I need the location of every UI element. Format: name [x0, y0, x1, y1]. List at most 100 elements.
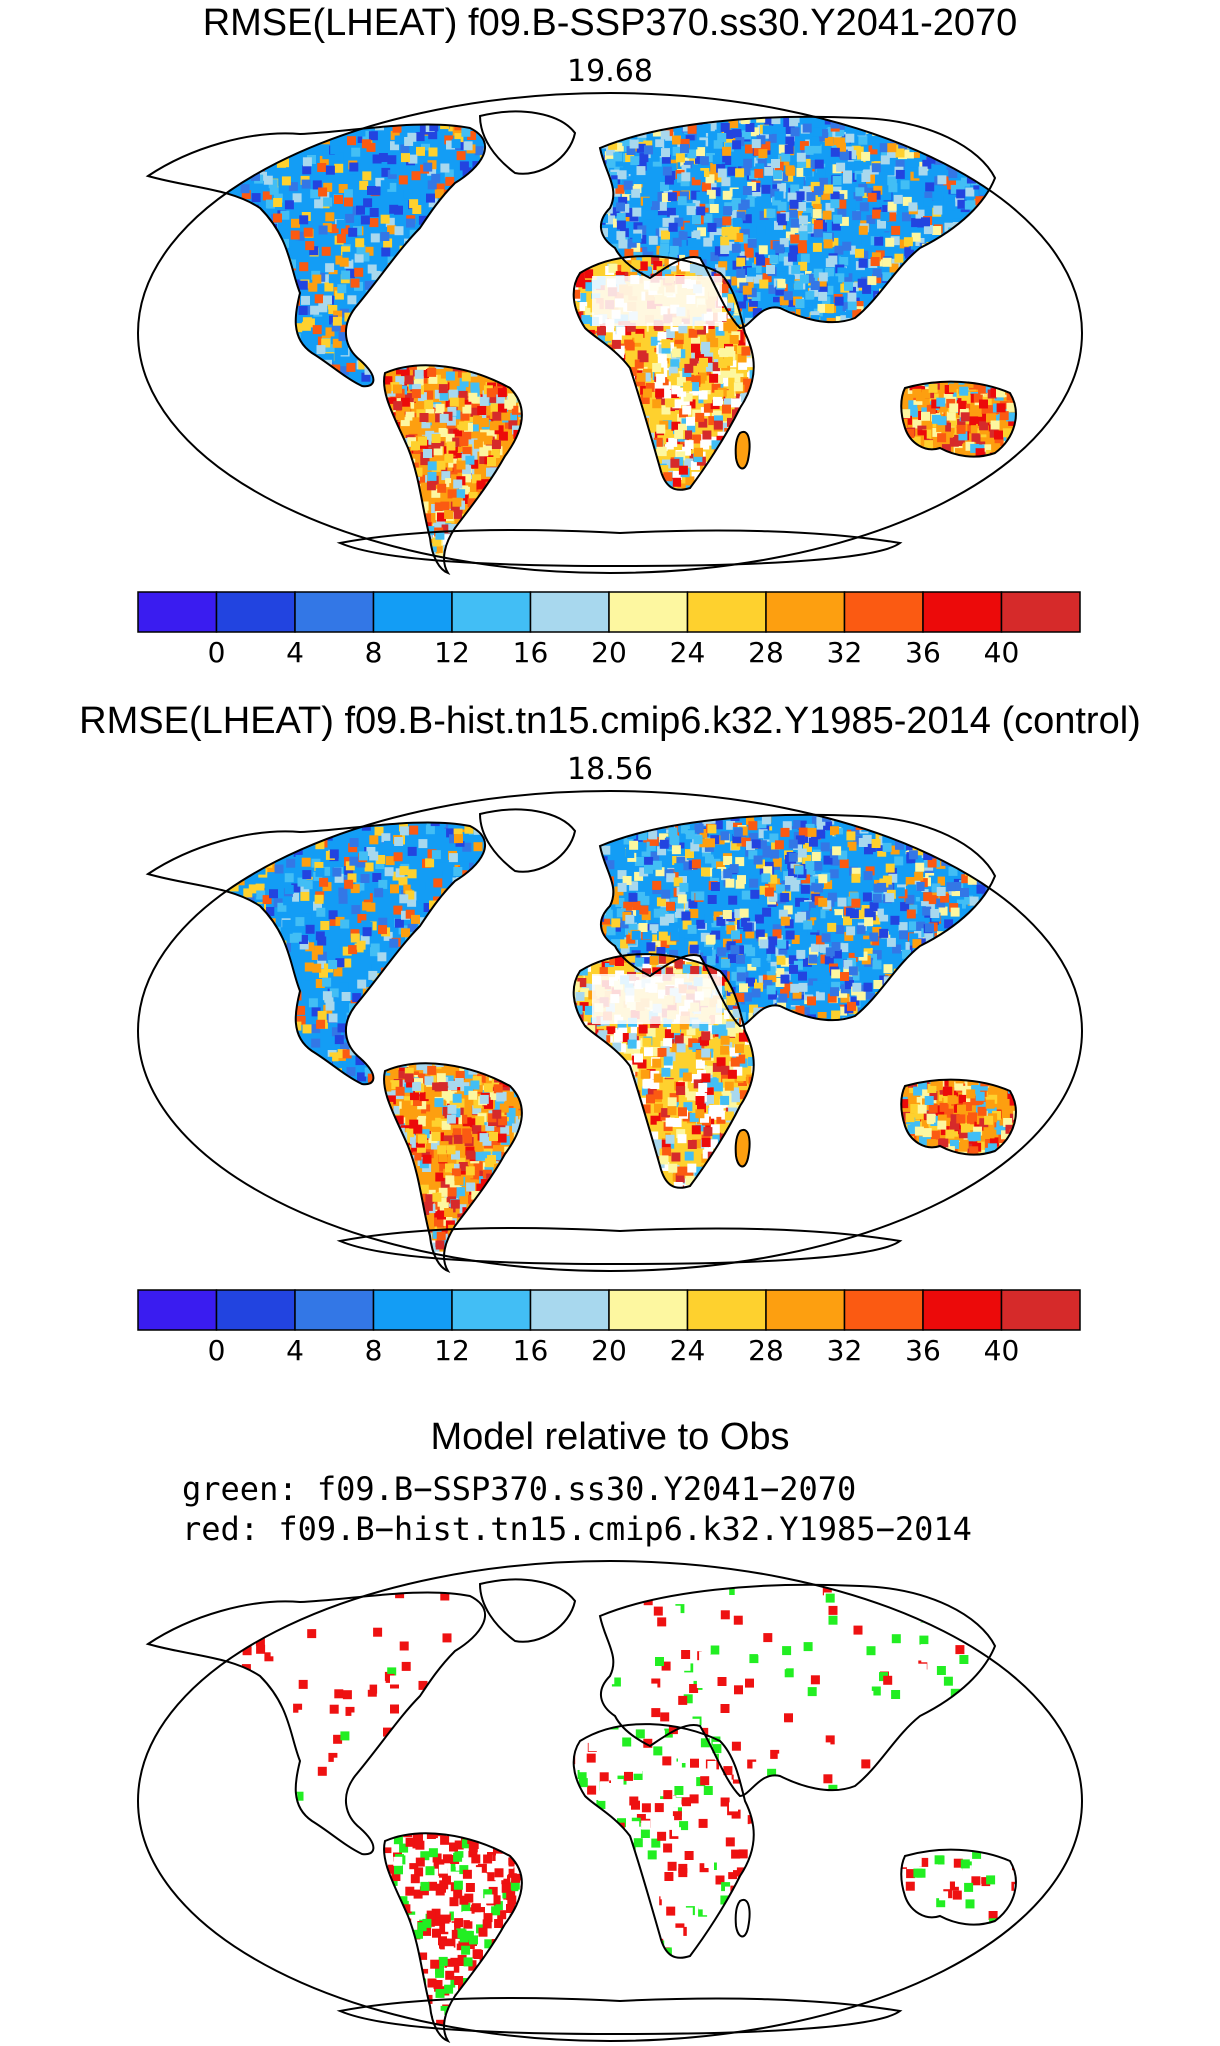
- field-australia: [901, 1849, 1016, 1925]
- coast-greenland: [478, 1578, 577, 1643]
- colorbar-swatch: [451, 1289, 532, 1331]
- colorbar-swatch: [294, 1289, 375, 1331]
- colorbar-tick-label: 20: [591, 636, 627, 669]
- colorbar-tick-label: 8: [365, 636, 383, 669]
- colorbar-tick-label: 28: [748, 636, 784, 669]
- panel-1-map: [137, 92, 1083, 575]
- colorbar-swatch: [372, 1289, 453, 1331]
- colorbar-tick-label: 8: [365, 1334, 383, 1367]
- coast-australia: [900, 380, 1017, 458]
- coast-madagascar: [734, 1128, 751, 1168]
- coast-south-america: [383, 1832, 523, 2043]
- land-fill-greenland: [480, 111, 575, 174]
- colorbar-swatch: [1000, 591, 1081, 633]
- panel-2-map: [137, 790, 1083, 1273]
- coast-africa: [572, 1723, 755, 1959]
- coast-eurasia: [598, 1583, 997, 1798]
- colorbar-tick-label: 36: [905, 636, 941, 669]
- colorbar-tick-label: 28: [748, 1334, 784, 1367]
- field-australia: [901, 1079, 1016, 1155]
- coast-greenland: [478, 110, 577, 175]
- coast-antarctica: [336, 529, 903, 568]
- comparison-map: [137, 1560, 1083, 2043]
- colorbar-swatch: [451, 591, 532, 633]
- colorbar-tick-label: 16: [513, 636, 549, 669]
- coast-antarctica: [336, 1227, 903, 1266]
- colorbar-tick-label: 40: [984, 636, 1020, 669]
- colorbar-tick-label: 12: [434, 1334, 470, 1367]
- field-eurasia: [600, 1584, 995, 1796]
- land-fill-antarctica: [340, 530, 900, 566]
- panel-2-title: RMSE(LHEAT) f09.B-hist.tn15.cmip6.k32.Y1…: [79, 700, 1141, 742]
- colorbar-swatch: [608, 1289, 689, 1331]
- colorbar-tick-label: 24: [670, 636, 706, 669]
- field-north-america: [148, 1592, 486, 1855]
- red-legend-line: red: f09.B−hist.tn15.cmip6.k32.Y1985−201…: [182, 1510, 972, 1548]
- colorbar-swatch: [686, 1289, 767, 1331]
- colorbar-swatch: [765, 591, 846, 633]
- colorbar-tick-label: 4: [286, 636, 304, 669]
- colorbar-tick-label: 32: [827, 1334, 863, 1367]
- colorbar-tick-label: 36: [905, 1334, 941, 1367]
- comparison-title: Model relative to Obs: [430, 1416, 790, 1458]
- coast-australia: [900, 1078, 1017, 1156]
- land-fill-madagascar: [735, 431, 750, 469]
- colorbar-swatch: [372, 591, 453, 633]
- colorbar-tick-label: 0: [208, 636, 226, 669]
- land-fill-antarctica: [340, 1228, 900, 1264]
- coast-madagascar: [734, 430, 751, 470]
- colorbar-swatch: [922, 591, 1003, 633]
- coast-australia: [900, 1848, 1017, 1926]
- colorbar-tick-label: 12: [434, 636, 470, 669]
- coast-eurasia: [598, 115, 997, 330]
- coast-eurasia: [598, 813, 997, 1028]
- map-border: [137, 1560, 1083, 2042]
- colorbar-swatch: [1000, 1289, 1081, 1331]
- coastlines: [145, 1578, 1017, 2043]
- colorbar-tick-label: 24: [670, 1334, 706, 1367]
- map-border: [137, 790, 1083, 1272]
- panel-1-title: RMSE(LHEAT) f09.B-SSP370.ss30.Y2041-2070: [202, 2, 1018, 44]
- land-fill-madagascar: [735, 1129, 750, 1167]
- colorbar-swatch: [215, 1289, 296, 1331]
- coastlines: [145, 808, 1017, 1273]
- coast-madagascar: [734, 1898, 751, 1938]
- green-legend-line: green: f09.B−SSP370.ss30.Y2041−2070: [182, 1470, 857, 1508]
- panel-2-score: 18.56: [567, 752, 653, 787]
- colorbar-swatch: [294, 591, 375, 633]
- sahara-blank-area: [592, 974, 722, 1024]
- panel-1-score: 19.68: [567, 54, 653, 89]
- colorbar-swatch: [922, 1289, 1003, 1331]
- coast-south-america: [383, 364, 523, 575]
- field-australia: [901, 381, 1016, 457]
- colorbar-swatch: [529, 1289, 610, 1331]
- coast-greenland: [478, 808, 577, 873]
- sahara-blank-area: [592, 276, 722, 326]
- coast-south-america: [383, 1062, 523, 1273]
- colorbar-swatch: [215, 591, 296, 633]
- coast-north-america: [145, 821, 486, 1086]
- colorbar-tick-label: 32: [827, 636, 863, 669]
- land-fill-greenland: [480, 809, 575, 872]
- colorbar-swatch: [843, 1289, 924, 1331]
- colorbar-swatch: [765, 1289, 846, 1331]
- panel-2-colorbar: 0 4 8 12 16 20 24 28 32 36 40: [137, 1289, 1081, 1367]
- coastlines: [145, 110, 1017, 575]
- colorbar-tick-label: 20: [591, 1334, 627, 1367]
- field-north-america: [148, 822, 486, 1085]
- field-south-america: [384, 1833, 522, 2041]
- colorbar-tick-label: 40: [984, 1334, 1020, 1367]
- coast-north-america: [145, 1591, 486, 1856]
- colorbar-swatch: [843, 591, 924, 633]
- colorbar-swatch: [137, 591, 218, 633]
- coast-antarctica: [336, 1997, 903, 2036]
- colorbar-tick-label: 4: [286, 1334, 304, 1367]
- coast-north-america: [145, 123, 486, 388]
- coast-africa: [572, 953, 755, 1189]
- coast-africa: [572, 255, 755, 491]
- colorbar-swatch: [686, 591, 767, 633]
- colorbar-tick-label: 16: [513, 1334, 549, 1367]
- panel-1-colorbar: 0 4 8 12 16 20 24 28 32 36 40: [137, 591, 1081, 669]
- colorbar-swatch: [608, 591, 689, 633]
- map-border: [137, 92, 1083, 574]
